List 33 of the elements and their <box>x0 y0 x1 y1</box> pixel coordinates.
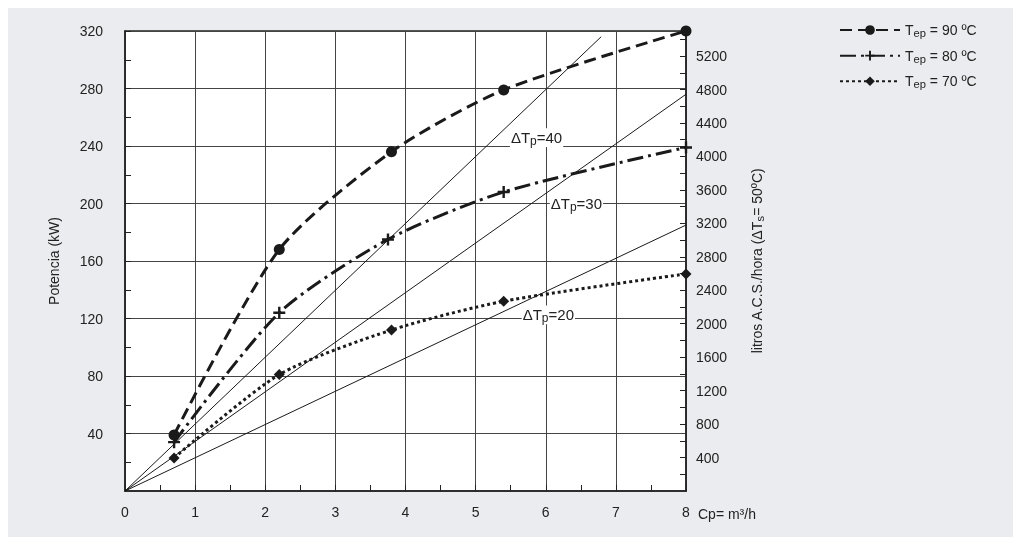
y2-tick-label: 1600 <box>696 349 728 366</box>
y-tick-label: 280 <box>79 80 104 97</box>
y-tick-label: 40 <box>87 425 104 442</box>
y2-tick-label: 4800 <box>696 81 728 98</box>
y2-tick-label: 3200 <box>696 215 728 232</box>
y2-tick-label: 2000 <box>696 315 728 332</box>
y2-tick-label: 4000 <box>696 148 728 165</box>
y-tick-label: 120 <box>79 310 104 327</box>
x-tick-label: 3 <box>331 504 340 520</box>
y2-tick-label: 800 <box>696 416 720 433</box>
x-tick-label: 6 <box>541 504 550 520</box>
x-tick-label: 1 <box>191 504 200 520</box>
y2-tick-label: 4400 <box>696 115 728 131</box>
x-tick-label: 5 <box>471 504 480 520</box>
y-tick-label: 240 <box>79 138 104 154</box>
y2-axis-title: litros A.C.S./hora (ΔTs= 50ºC) <box>748 168 766 354</box>
y-tick-label: 200 <box>79 195 104 212</box>
y2-tick-label: 400 <box>696 449 720 466</box>
y2-tick-label: 3600 <box>696 181 728 198</box>
y2-tick-label: 5200 <box>696 48 728 65</box>
y-axis-title: Potencia (kW) <box>46 217 62 305</box>
x-axis-title: Cp= m³/h <box>698 506 756 522</box>
y2-tick-label: 2400 <box>696 282 728 299</box>
y-tick-label: 320 <box>79 23 104 39</box>
y2-tick-label: 2800 <box>696 248 728 265</box>
x-tick-label: 8 <box>682 504 691 520</box>
y-tick-label: 80 <box>87 368 104 384</box>
x-tick-label: 4 <box>401 504 410 520</box>
x-tick-label: 7 <box>611 504 620 520</box>
x-tick-label: 2 <box>261 504 270 520</box>
x-tick-label: 0 <box>121 504 130 520</box>
y2-tick-label: 1200 <box>696 382 728 399</box>
y-tick-label: 160 <box>79 253 104 269</box>
